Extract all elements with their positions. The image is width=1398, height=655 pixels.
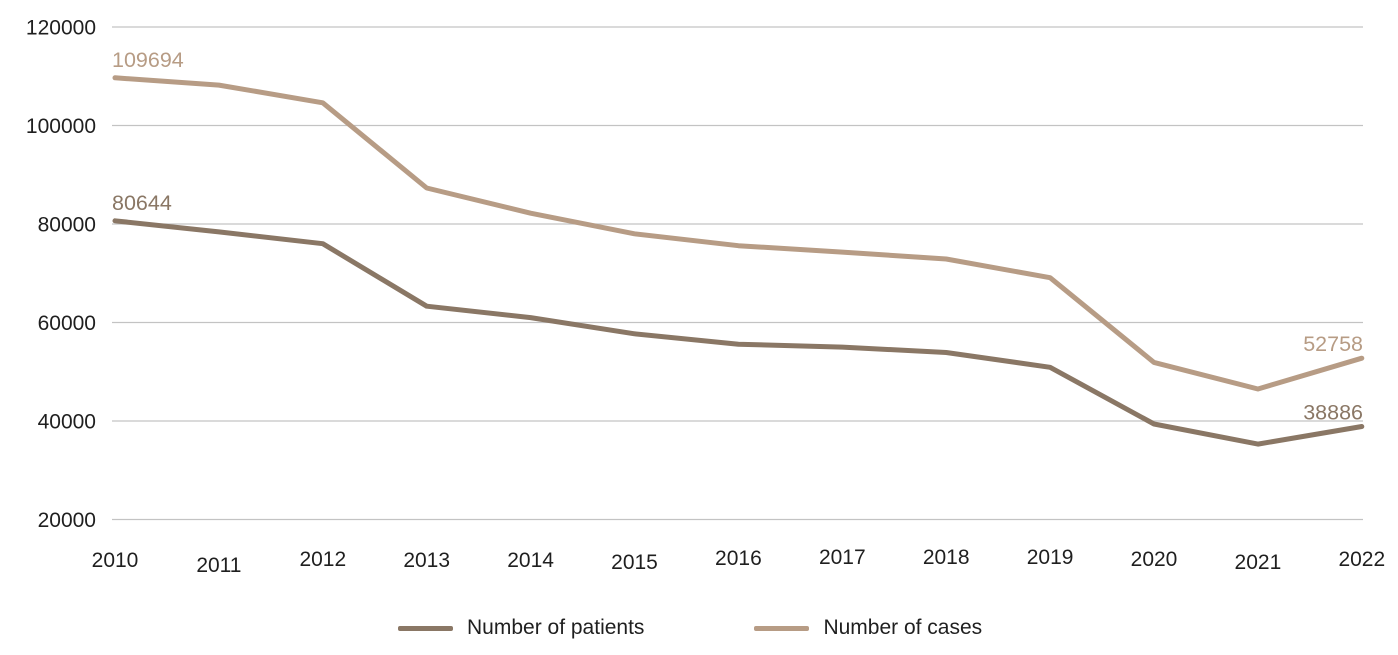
x-axis-tick-label: 2022 bbox=[1338, 548, 1385, 571]
y-axis-tick-label: 40000 bbox=[38, 411, 96, 434]
legend-item-number-of-patients: Number of patients bbox=[398, 616, 644, 640]
series-line-number-of-patients bbox=[112, 218, 1365, 447]
x-axis-tick-label: 2021 bbox=[1235, 551, 1282, 574]
series-line-number-of-cases bbox=[112, 75, 1365, 392]
legend-label: Number of cases bbox=[823, 616, 983, 639]
data-point-label: 52758 bbox=[1303, 332, 1363, 356]
x-axis-tick-label: 2010 bbox=[92, 549, 139, 572]
line-chart: 120000 100000 80000 60000 40000 20000 2010 2011… bbox=[26, 17, 1385, 578]
data-point-label: 109694 bbox=[112, 48, 184, 72]
y-axis-tick-label: 60000 bbox=[38, 312, 96, 335]
x-axis-tick-label: 2019 bbox=[1027, 546, 1074, 569]
y-axis-tick-label: 120000 bbox=[26, 17, 96, 40]
x-axis-tick-label: 2018 bbox=[923, 546, 970, 569]
y-axis-tick-label: 100000 bbox=[26, 115, 96, 138]
x-axis-tick-label: 2014 bbox=[507, 549, 554, 572]
data-point-label: 38886 bbox=[1303, 400, 1363, 424]
cases-line-swatch-icon bbox=[754, 625, 810, 631]
x-axis-tick-label: 2016 bbox=[715, 547, 762, 570]
chart-legend: Number of patients Number of cases bbox=[398, 616, 982, 640]
data-point-label: 80644 bbox=[112, 191, 172, 215]
legend-label: Number of patients bbox=[467, 616, 645, 639]
x-axis-tick-label: 2012 bbox=[299, 548, 346, 571]
y-axis-tick-label: 80000 bbox=[38, 214, 96, 237]
x-axis-tick-label: 2017 bbox=[819, 546, 866, 569]
y-axis-tick-label: 20000 bbox=[38, 509, 96, 532]
x-axis-tick-label: 2020 bbox=[1131, 548, 1178, 571]
patients-line-swatch-icon bbox=[398, 625, 453, 631]
legend-item-number-of-cases: Number of cases bbox=[754, 616, 982, 640]
x-axis-tick-label: 2013 bbox=[403, 549, 450, 572]
x-axis-tick-label: 2011 bbox=[196, 554, 241, 577]
x-axis-tick-label: 2015 bbox=[611, 551, 658, 574]
